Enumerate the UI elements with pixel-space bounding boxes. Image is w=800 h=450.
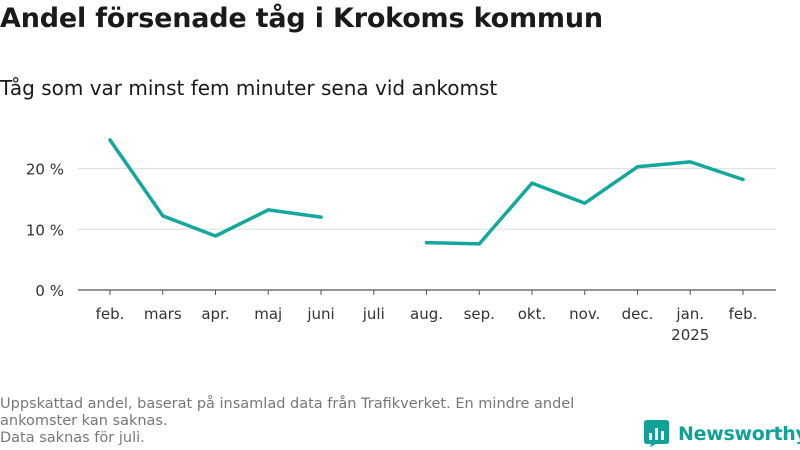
x-tick-sublabel: 2025 (671, 326, 709, 344)
y-tick-label: 10 % (26, 221, 64, 239)
x-tick-label: sep. (464, 305, 495, 323)
data-point (583, 201, 587, 205)
x-tick-label: feb. (729, 305, 758, 323)
line-chart: 0 % 10 % 20 % feb. mars apr. maj juni juli aug. s… (26, 138, 776, 344)
data-point (161, 214, 165, 218)
series-line (108, 138, 323, 238)
footnote: Uppskattad andel, baserat på insamlad da… (0, 396, 630, 447)
x-tick-label: juni (306, 305, 334, 323)
chart-subtitle: Tåg som var minst fem minuter sena vid a… (0, 76, 498, 100)
x-tick-label: jan. (675, 305, 704, 323)
x-tick-label: aug. (410, 305, 443, 323)
brand-name: Newsworthy (678, 422, 800, 445)
data-point (530, 181, 534, 185)
gridlines (78, 168, 776, 291)
data-point (741, 177, 745, 182)
data-point (635, 165, 640, 169)
x-tick-label: dec. (622, 305, 654, 323)
brand-logo: Newsworthy (644, 420, 800, 447)
y-axis-tick-labels: 0 % 10 % 20 % (26, 161, 64, 300)
y-tick-label: 0 % (35, 282, 64, 300)
data-series (108, 138, 745, 246)
x-tick-label: juli (362, 305, 385, 323)
x-tick-label: apr. (201, 305, 229, 323)
footnote-line: Uppskattad andel, baserat på insamlad da… (0, 396, 575, 412)
data-point (266, 208, 270, 212)
footnote-line: Data saknas för juli. (0, 430, 145, 446)
x-tick-label: mars (144, 305, 182, 323)
data-point (424, 241, 429, 245)
x-tick-label: feb. (96, 305, 125, 323)
chart-title: Andel försenade tåg i Krokoms kommun (0, 3, 603, 34)
data-point (688, 160, 692, 164)
x-tick-label: okt. (518, 305, 547, 323)
newsworthy-chart-logo-icon (644, 420, 669, 447)
footnote-line: ankomster kan saknas. (0, 413, 168, 429)
y-tick-label: 20 % (26, 161, 64, 179)
data-point (319, 215, 323, 219)
data-point (477, 242, 481, 246)
x-axis-tick-labels: feb. mars apr. maj juni juli aug. sep. okt. nov. d… (96, 290, 758, 344)
x-tick-label: nov. (569, 305, 600, 323)
x-tick-label: maj (254, 305, 282, 323)
data-point (108, 138, 112, 142)
data-point (213, 234, 218, 238)
